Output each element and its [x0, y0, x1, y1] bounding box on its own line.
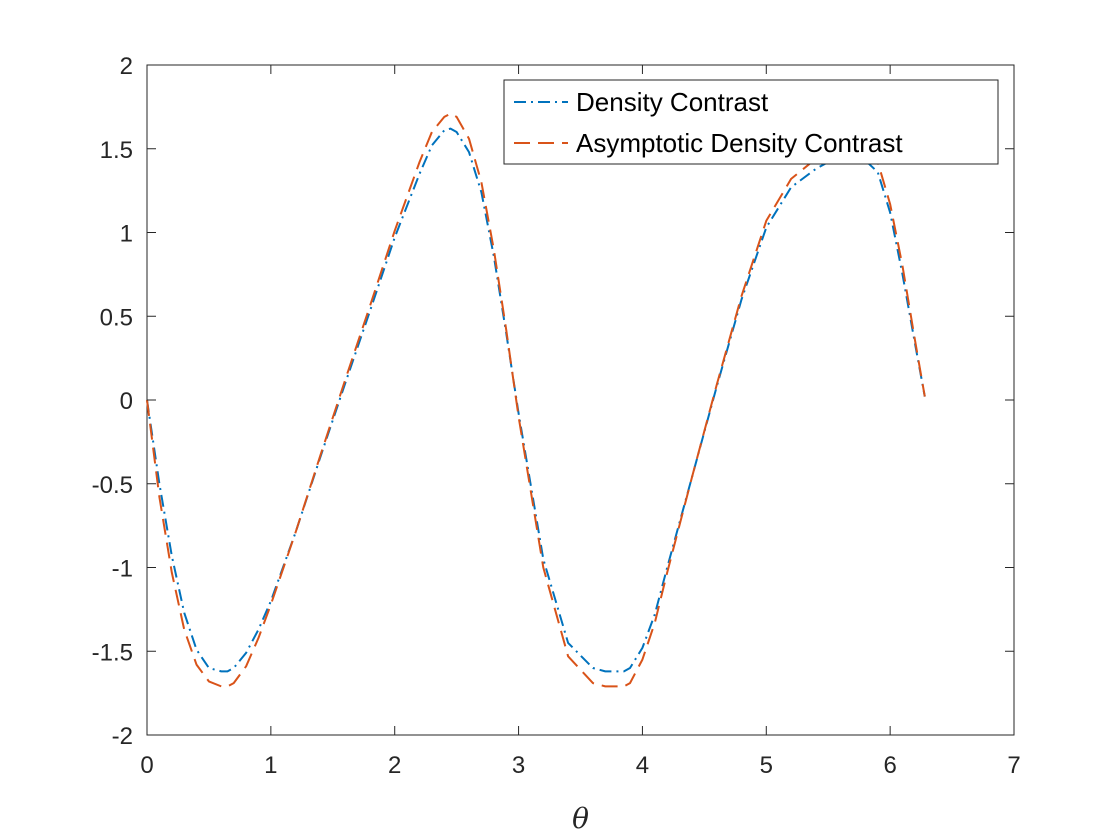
x-tick-label: 3: [512, 752, 525, 779]
y-tick-label: -1: [112, 556, 133, 583]
y-tick-label: -1.5: [92, 639, 133, 666]
y-tick-label: 1: [120, 221, 133, 248]
plot-area: [146, 64, 1015, 736]
x-tick-label: 0: [140, 752, 153, 779]
y-tick-label: 0.5: [100, 304, 133, 331]
x-tick-label: 2: [388, 752, 401, 779]
x-tick-label: 7: [1007, 752, 1020, 779]
legend-label: Density Contrast: [576, 87, 769, 117]
legend: Density Contrast Asymptotic Density Contr…: [503, 79, 999, 165]
x-axis: 0 1 2 3 4 5 6 7: [140, 65, 1021, 779]
y-tick-label: -0.5: [92, 472, 133, 499]
y-axis: -2 -1.5 -1 -0.5 0 0.5 1 1.5 2: [92, 53, 1014, 750]
x-tick-label: 1: [264, 752, 277, 779]
legend-label: Asymptotic Density Contrast: [576, 128, 903, 158]
y-tick-label: 2: [120, 53, 133, 80]
x-tick-label: 4: [636, 752, 649, 779]
plot-frame: [146, 64, 1015, 736]
y-tick-label: -2: [112, 723, 133, 750]
y-tick-label: 1.5: [100, 137, 133, 164]
y-tick-label: 0: [120, 388, 133, 415]
x-tick-label: 5: [760, 752, 773, 779]
x-tick-label: 6: [883, 752, 896, 779]
series-line-2: [146, 112, 926, 688]
legend-box: [503, 79, 999, 165]
x-axis-label: θ: [572, 802, 589, 835]
